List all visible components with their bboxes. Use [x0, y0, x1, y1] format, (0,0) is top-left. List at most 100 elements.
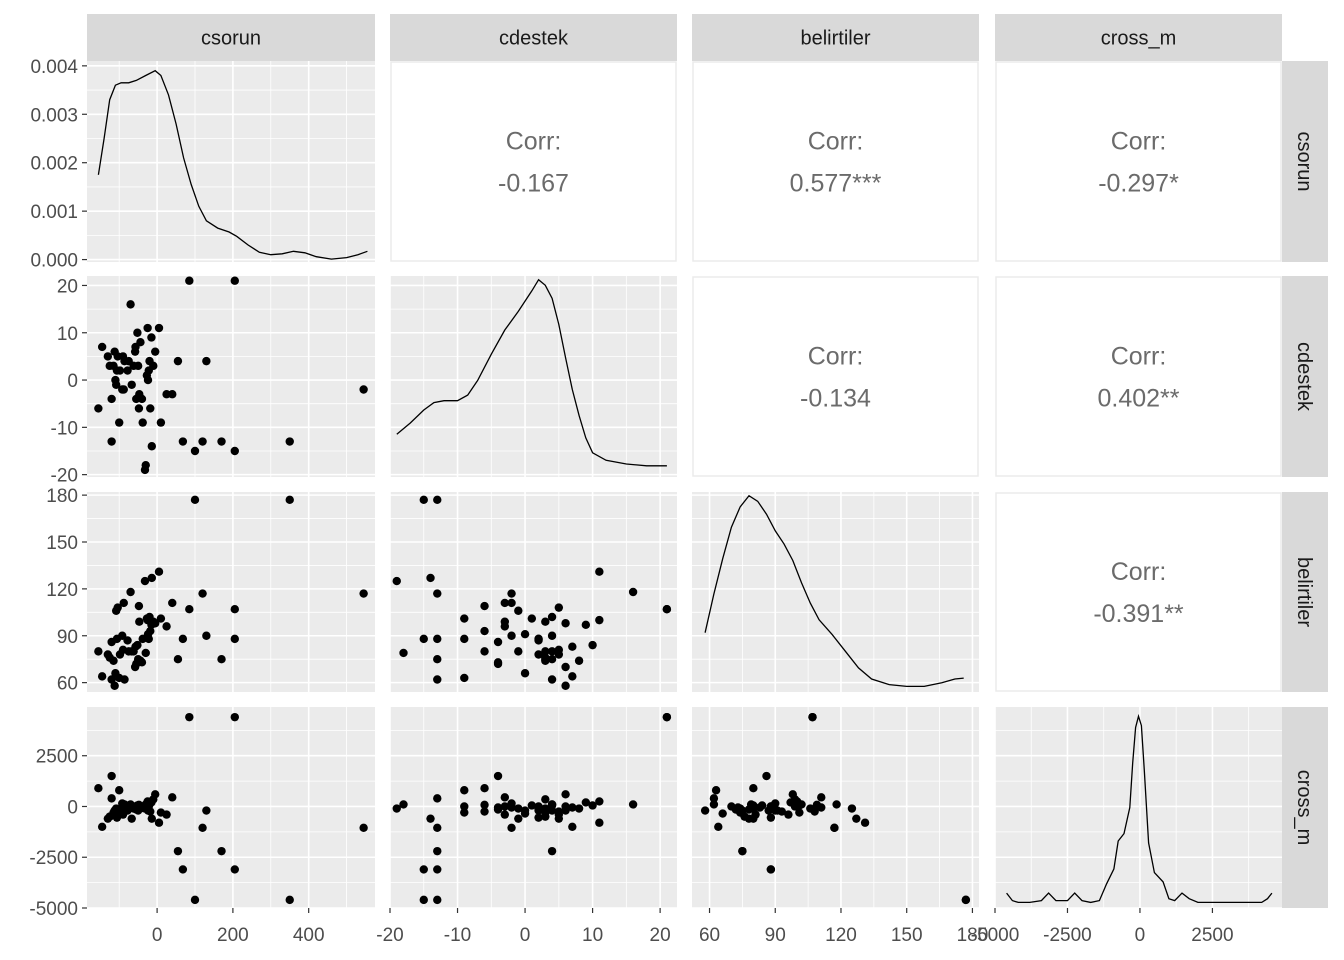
x-tick-label: 10 [582, 925, 603, 946]
y-tick-label: 60 [57, 674, 78, 695]
panel-csorun-cdestek: Corr: -0.167 [390, 61, 677, 262]
data-point [217, 846, 226, 856]
strip-top-belirtiler: belirtiler [692, 14, 979, 61]
data-point [460, 673, 469, 683]
data-point [520, 629, 530, 639]
data-point [230, 276, 239, 285]
data-point [738, 846, 747, 856]
data-point [178, 634, 188, 644]
data-point [138, 418, 147, 427]
x-tick-label: -10 [444, 925, 471, 946]
data-point [156, 418, 166, 427]
data-point [140, 576, 150, 586]
data-point [94, 647, 103, 656]
data-point [595, 818, 604, 827]
data-point [561, 790, 570, 799]
data-point [190, 895, 200, 905]
data-point [711, 786, 721, 795]
y-tick-label: 2500 [36, 747, 78, 768]
panel-cross_m-cross_m [994, 707, 1282, 909]
data-point [588, 640, 597, 650]
data-point [568, 672, 577, 681]
data-point [480, 601, 489, 611]
corr-panel-bg [995, 61, 1282, 262]
data-point [126, 587, 135, 597]
data-point [94, 404, 103, 413]
x-tick-label: 90 [765, 925, 786, 946]
data-point [133, 328, 142, 337]
strip-top-bg [390, 14, 677, 61]
data-point [126, 300, 135, 309]
data-point [154, 323, 164, 333]
data-point [433, 675, 442, 684]
data-point [146, 404, 155, 413]
data-point [97, 672, 107, 681]
y-tick-label: 0.001 [30, 202, 78, 223]
data-point [662, 712, 672, 722]
data-point [527, 614, 537, 623]
data-point [123, 636, 132, 645]
data-point [97, 822, 107, 831]
data-point [151, 347, 160, 356]
data-point [198, 823, 207, 833]
data-point [749, 784, 758, 793]
data-point [109, 656, 118, 665]
data-point [810, 807, 819, 816]
strip-top-cdestek: cdestek [390, 14, 677, 61]
strip-right-bg [1282, 707, 1328, 908]
data-point [547, 800, 557, 809]
data-point [480, 626, 489, 636]
data-point [709, 800, 719, 809]
data-point [480, 807, 489, 816]
data-point [808, 712, 817, 722]
x-tick-label: 60 [699, 925, 720, 946]
data-point [507, 631, 516, 640]
panel-belirtiler-csorun [87, 492, 375, 692]
data-point [359, 589, 368, 598]
data-point [541, 806, 550, 815]
panel-cross_m-cdestek [389, 707, 677, 909]
data-point [852, 814, 861, 823]
data-point [500, 802, 509, 811]
panel-cdestek-cdestek [389, 276, 677, 477]
data-point [527, 801, 537, 810]
data-point [285, 895, 294, 905]
data-point [120, 675, 129, 684]
data-point [419, 865, 428, 874]
data-point [173, 846, 183, 856]
data-point [127, 814, 136, 823]
y-tick-label: 0.003 [30, 105, 78, 126]
data-point [230, 634, 239, 644]
strip-right-belirtiler: belirtiler [1282, 492, 1328, 692]
data-point [520, 669, 530, 678]
data-point [119, 598, 128, 608]
y-axis-csorun: 0.000 0.001 0.002 0.003 0.004 [30, 57, 87, 272]
data-point [574, 656, 584, 665]
y-axis-belirtiler: 60 90 120 150 180 [46, 486, 87, 695]
strip-top-label: cdestek [499, 28, 569, 50]
data-point [433, 634, 442, 644]
data-point [141, 460, 150, 470]
data-point [520, 806, 530, 815]
x-tick-label: 2500 [1191, 925, 1233, 946]
data-point [832, 800, 841, 809]
data-point [507, 823, 516, 833]
data-point [433, 823, 442, 833]
data-point [107, 794, 116, 803]
corr-label: Corr: [808, 128, 864, 156]
data-point [133, 640, 142, 650]
data-point [97, 342, 107, 352]
data-point [147, 333, 156, 342]
data-point [136, 338, 145, 347]
data-point [433, 895, 442, 905]
data-point [830, 823, 839, 833]
corr-label: Corr: [1111, 558, 1167, 586]
strip-top-csorun: csorun [87, 14, 375, 61]
panel-csorun-belirtiler: Corr: 0.577*** [692, 61, 979, 262]
data-point [134, 601, 144, 611]
strip-right-cdestek: cdestek [1282, 276, 1328, 477]
data-point [581, 620, 591, 630]
y-tick-label: -10 [51, 418, 78, 439]
data-point [107, 771, 116, 781]
data-point [480, 647, 489, 656]
